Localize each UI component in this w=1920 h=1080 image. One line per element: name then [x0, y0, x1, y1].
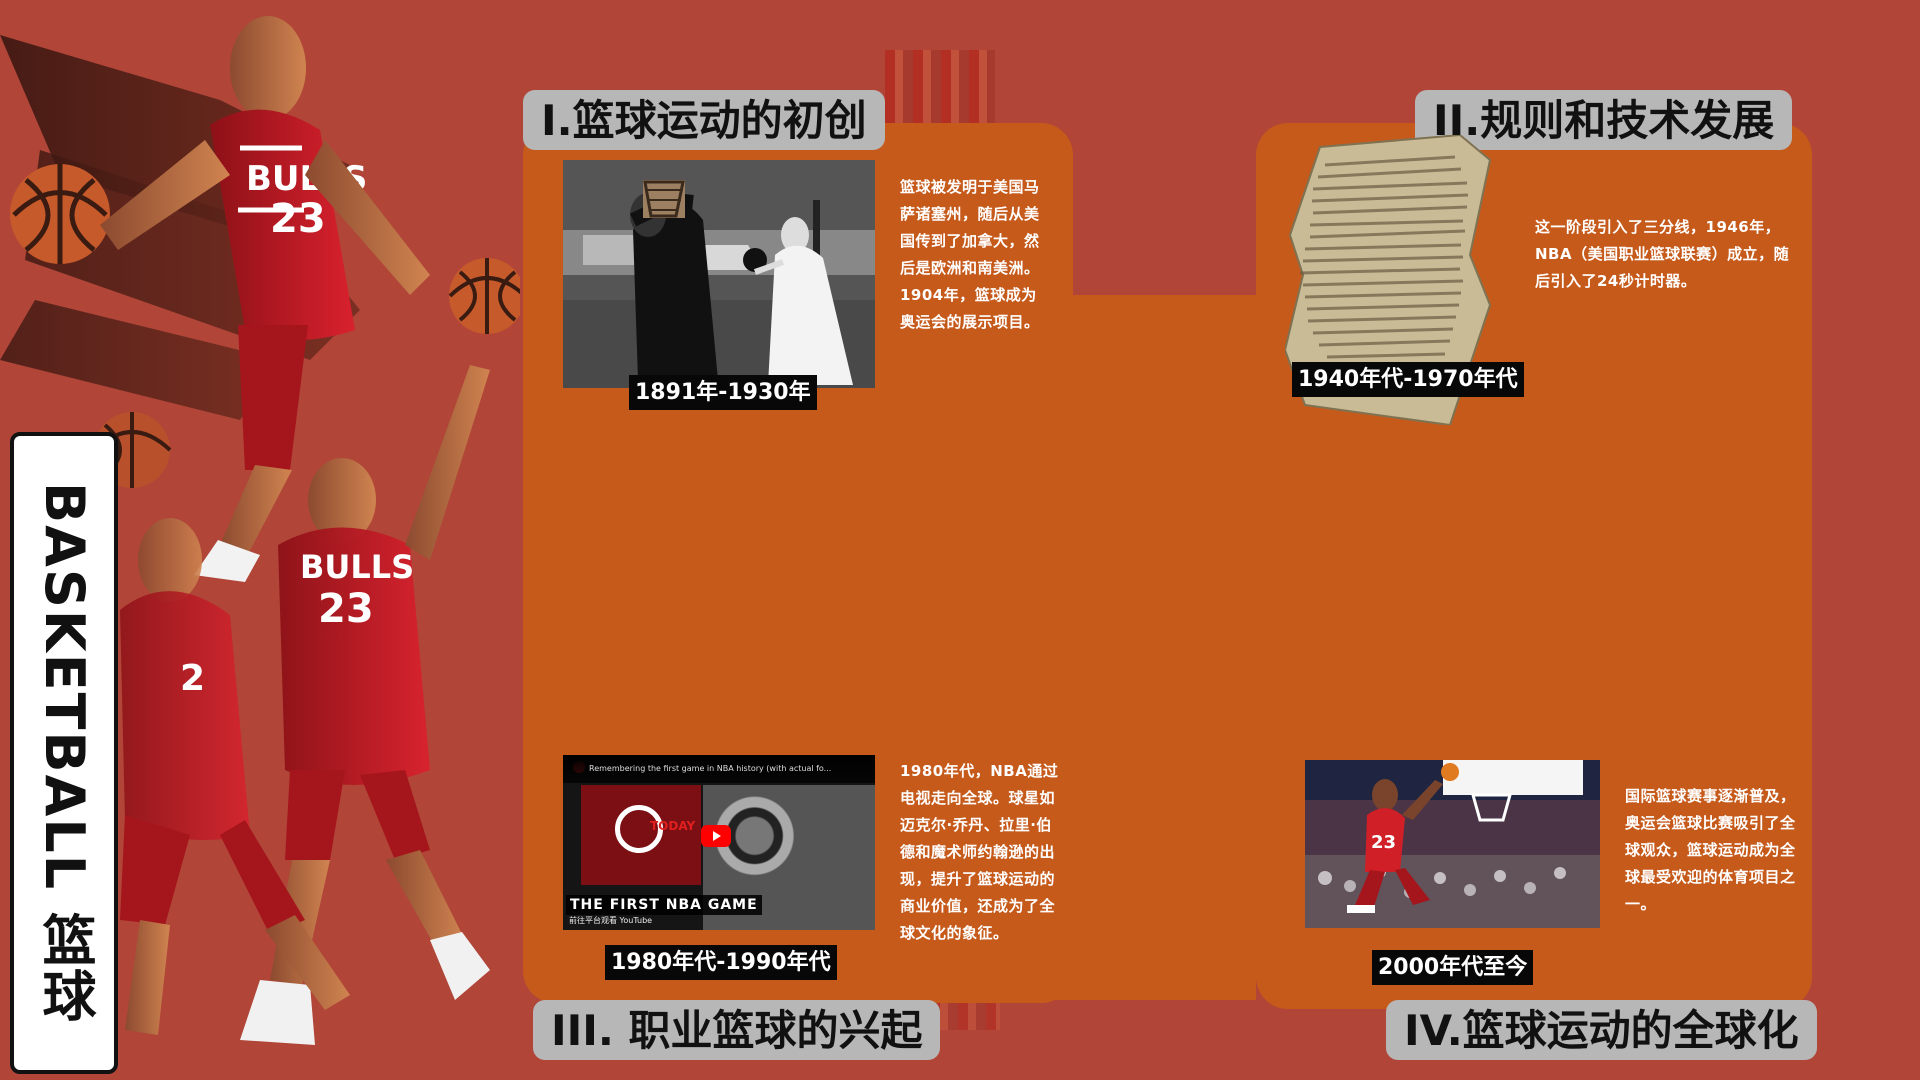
basketball-icon — [449, 258, 520, 334]
svg-text:23: 23 — [318, 586, 374, 632]
timeline-connector-bottom — [1030, 910, 1256, 1000]
video-channel-text: TODAY — [650, 819, 696, 833]
timeline-period-3: 1980年代-1990年代 — [605, 945, 837, 980]
side-banner: BASKETBALL 篮球 — [10, 432, 118, 1074]
section-heading-1: I.篮球运动的初创 — [523, 90, 885, 150]
first-nba-game-video-preview[interactable]: Remembering the first game in NBA histor… — [563, 755, 875, 930]
section-heading-3: III. 职业篮球的兴起 — [533, 1000, 941, 1060]
svg-text:BULLS: BULLS — [300, 548, 414, 586]
svg-text:23: 23 — [270, 196, 326, 242]
timeline-connector-top — [1073, 295, 1256, 915]
description-3: 1980年代，NBA通过电视走向全球。球星如迈克尔·乔丹、拉里·伯德和魔术师约翰… — [900, 762, 1059, 942]
video-subtitle: 前往平台观看 YouTube — [569, 916, 653, 925]
description-1: 篮球被发明于美国马萨诸塞州，随后从美国传到了加拿大，然后是欧洲和南美洲。1904… — [900, 178, 1040, 331]
basketball-player-illustration: BULLS 23 BULLS 23 2 — [0, 16, 520, 1045]
svg-text:23: 23 — [1371, 832, 1396, 853]
timeline-period-4: 2000年代至今 — [1372, 950, 1534, 985]
timeline-period-1: 1891年-1930年 — [629, 375, 817, 410]
video-topbar: Remembering the first game in NBA histor… — [563, 755, 875, 783]
description-2: 这一阶段引入了三分线，1946年，NBA（美国职业篮球联赛）成立，随后引入了24… — [1535, 218, 1790, 290]
side-banner-title: BASKETBALL 篮球 — [33, 482, 96, 1024]
section-heading-2: II.规则和技术发展 — [1415, 90, 1793, 150]
timeline-period-2: 1940年代-1970年代 — [1292, 362, 1524, 397]
video-title: THE FIRST NBA GAME — [566, 895, 762, 915]
basketball-dunk-photo: 23 — [1305, 760, 1600, 928]
description-4: 国际篮球赛事逐渐普及，奥运会篮球比赛吸引了全球观众，篮球运动成为全球最受欢迎的体… — [1625, 787, 1796, 913]
svg-text:2: 2 — [180, 658, 205, 699]
nba-today-logo — [615, 805, 663, 853]
rulebook-document-photo — [1285, 135, 1505, 425]
youtube-play-icon[interactable] — [701, 825, 731, 847]
section-heading-4: IV.篮球运动的全球化 — [1386, 1000, 1817, 1060]
historical-basketball-photo — [563, 160, 875, 388]
